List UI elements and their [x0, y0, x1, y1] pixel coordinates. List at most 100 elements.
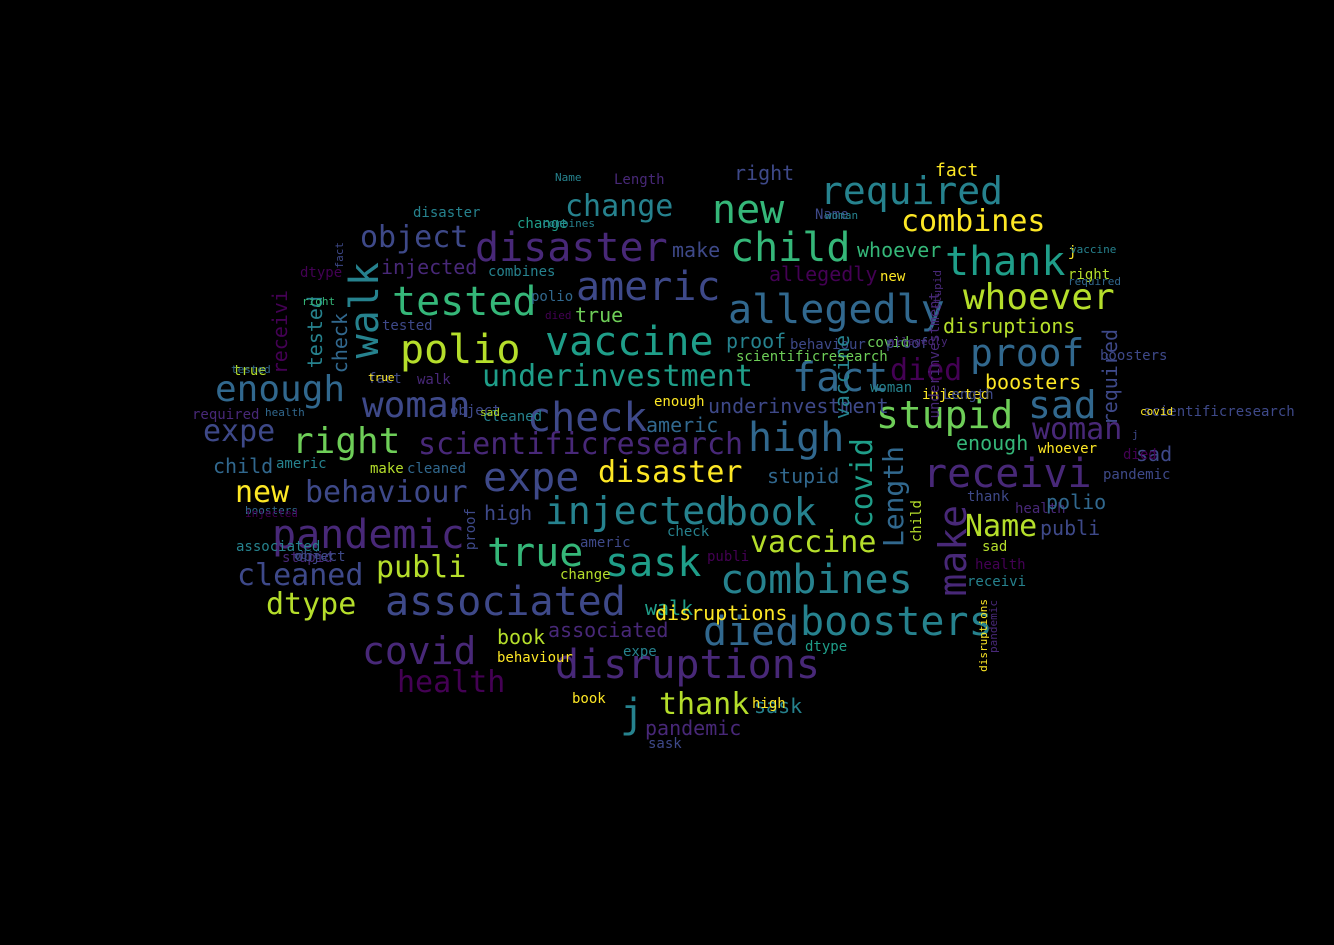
word-cloud-word: proof	[886, 336, 929, 352]
word-cloud-word: sad	[480, 406, 500, 419]
word-cloud-word: true	[575, 303, 624, 327]
word-cloud-word: enough	[654, 394, 705, 410]
word-cloud-word: dtype	[266, 587, 357, 622]
word-cloud-word: Name	[965, 509, 1038, 544]
word-cloud-word: woman	[870, 380, 913, 396]
word-cloud-word: check	[328, 313, 352, 374]
word-cloud-word: whoever	[857, 238, 942, 262]
word-cloud-word: americ	[276, 456, 327, 472]
word-cloud-word: allegedly	[888, 335, 948, 348]
word-cloud-word: check	[667, 524, 710, 540]
word-cloud-word: child	[213, 454, 274, 478]
word-cloud-word: stupid	[282, 550, 333, 566]
word-cloud-word: j	[1132, 428, 1139, 441]
word-cloud-word: pandemic	[987, 600, 1000, 653]
word-cloud-word: disruptions	[555, 642, 820, 688]
word-cloud-word: child	[909, 500, 925, 543]
word-cloud-word: proof	[970, 331, 1085, 375]
word-cloud-word: sad	[1136, 442, 1173, 466]
word-cloud-word: true	[368, 371, 395, 384]
word-cloud-word: high	[484, 501, 533, 525]
word-cloud-word: vaccine	[750, 525, 877, 560]
word-cloud-word: injected	[545, 489, 729, 533]
word-cloud-word: receivi	[967, 574, 1027, 590]
word-cloud-word: boosters	[800, 599, 993, 645]
word-cloud-word: scientificresearch	[418, 427, 744, 462]
word-cloud-word: vaccine	[545, 319, 714, 365]
word-cloud-word: whoever	[963, 277, 1115, 318]
word-cloud-word: object	[450, 403, 501, 419]
word-cloud-word: cleaned	[407, 461, 467, 477]
word-cloud-word: americ	[580, 535, 631, 551]
word-cloud-word: fact	[368, 371, 402, 387]
word-cloud-word: boosters	[985, 370, 1082, 394]
word-cloud-word: Length	[943, 387, 994, 403]
word-cloud-word: injected	[922, 387, 990, 403]
word-cloud-word: make	[672, 238, 721, 262]
word-cloud-word: polio	[531, 289, 574, 305]
word-cloud-word: check	[527, 395, 648, 441]
word-cloud-word: make	[370, 461, 404, 477]
word-cloud-word: woman	[1032, 412, 1123, 447]
word-cloud-word: tested	[382, 318, 433, 334]
word-cloud-word: receivi	[923, 451, 1092, 497]
word-cloud-word: health	[1015, 501, 1066, 517]
word-cloud-word: health	[397, 665, 506, 700]
word-cloud-word: vaccine	[830, 335, 854, 420]
word-cloud-word: right	[302, 295, 336, 308]
word-cloud-word: fact	[792, 355, 889, 401]
word-cloud-word: boosters	[245, 504, 298, 517]
word-cloud-word: Length	[877, 446, 910, 548]
word-cloud-word: injected	[245, 507, 298, 520]
word-cloud-word: pandemic	[272, 512, 465, 558]
word-cloud-word: cleaned	[237, 558, 364, 593]
word-cloud-word: expe	[483, 455, 580, 501]
word-cloud-word: expe	[203, 414, 276, 449]
word-cloud-word: behaviour	[497, 650, 573, 666]
word-cloud-word: object	[294, 549, 334, 562]
word-cloud-word: change	[517, 216, 568, 232]
word-cloud-word: book	[572, 691, 606, 707]
word-cloud-word: allegedly	[728, 287, 945, 333]
word-cloud-word: injected	[381, 255, 478, 279]
word-cloud-word: publi	[376, 550, 467, 585]
word-cloud-word: polio	[400, 327, 521, 373]
word-cloud-word: thank	[967, 489, 1010, 505]
word-cloud-word: proof	[463, 508, 479, 551]
word-cloud-word: change	[565, 189, 674, 224]
word-cloud-word: fact	[935, 160, 979, 181]
word-cloud-word: americ	[576, 264, 721, 310]
word-cloud-word: underinvestment	[482, 359, 753, 394]
word-cloud-word: tested	[231, 363, 271, 376]
word-cloud-word: j	[1068, 244, 1077, 260]
word-cloud-word: thank	[659, 687, 750, 722]
word-cloud-word: pandemic	[645, 716, 742, 740]
word-cloud-word: combines	[488, 264, 556, 280]
word-cloud-word: sask	[605, 540, 702, 586]
word-cloud-word: boosters	[1100, 348, 1168, 364]
word-cloud-word: high	[752, 696, 786, 712]
word-cloud-word: associated	[385, 579, 626, 625]
word-cloud-word: Name	[815, 207, 849, 223]
word-cloud-word: thank	[945, 239, 1066, 285]
word-cloud-word: disaster	[475, 225, 668, 271]
word-cloud-word: covid	[1140, 405, 1174, 418]
word-cloud-word: stupid	[767, 464, 840, 488]
word-cloud-word: disaster	[598, 455, 743, 490]
word-cloud-word: true	[487, 530, 584, 576]
word-cloud-word: receivi	[268, 290, 292, 375]
word-cloud-word: Length	[614, 172, 665, 188]
word-cloud-word: cleaned	[483, 409, 543, 425]
word-cloud-word: required	[1068, 275, 1121, 288]
word-cloud-word: proof	[726, 329, 787, 353]
word-cloud-word: woman	[825, 209, 859, 222]
word-cloud-word: child	[730, 225, 851, 271]
word-cloud-word: covid	[362, 629, 477, 673]
word-cloud-word: right	[292, 421, 401, 462]
word-cloud-word: whoever	[1038, 441, 1098, 457]
word-cloud-word: required	[192, 407, 260, 423]
word-cloud-word: died	[1123, 447, 1157, 463]
word-cloud-word: behaviour	[790, 337, 866, 353]
word-cloud-word: stupid	[931, 270, 944, 310]
